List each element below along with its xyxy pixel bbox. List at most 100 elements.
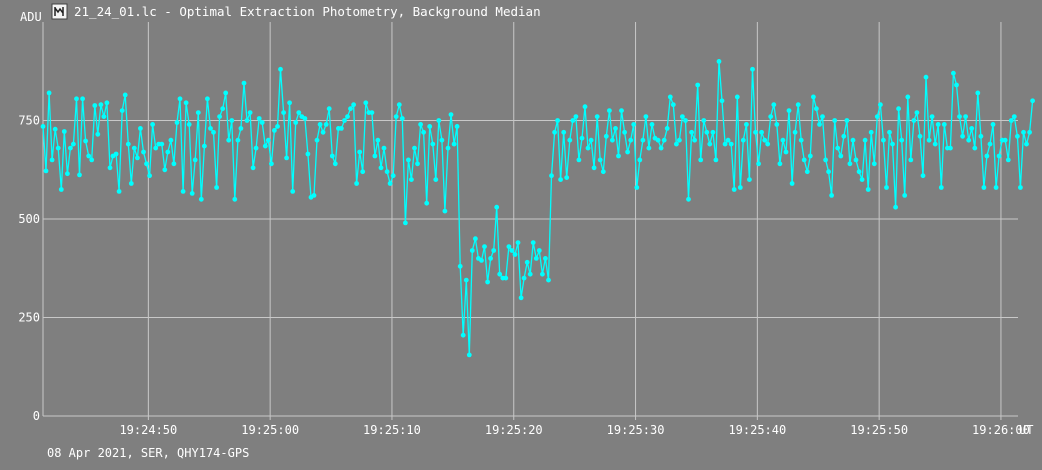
x-tick-label: 19:26:00 — [972, 423, 1030, 437]
data-point — [948, 145, 953, 151]
data-point — [536, 248, 542, 253]
x-tick-label: 19:25:10 — [363, 423, 421, 437]
data-point — [448, 112, 454, 117]
data-point — [442, 208, 448, 214]
x-tick-label: 19:25:20 — [485, 423, 543, 437]
series-line — [42, 61, 1034, 355]
data-point — [792, 129, 798, 135]
data-point — [275, 124, 280, 129]
data-point — [674, 141, 679, 147]
data-point — [628, 137, 634, 143]
data-point — [326, 106, 332, 112]
data-point — [488, 256, 493, 261]
data-point — [801, 157, 807, 163]
data-point — [247, 110, 253, 115]
data-point — [698, 157, 704, 163]
data-point — [868, 129, 874, 135]
data-point — [896, 106, 901, 112]
data-point — [695, 82, 701, 88]
data-point — [890, 141, 895, 147]
data-point — [375, 137, 381, 143]
data-point — [829, 193, 834, 198]
data-point — [826, 169, 831, 175]
app-icon[interactable] — [51, 3, 68, 20]
data-point — [323, 122, 329, 127]
data-point — [445, 145, 451, 151]
data-point — [765, 141, 771, 147]
data-point — [835, 145, 841, 151]
data-point — [670, 102, 676, 108]
data-point — [634, 185, 640, 190]
data-point — [497, 271, 503, 277]
data-point — [454, 124, 460, 129]
data-point — [594, 114, 600, 119]
data-point — [1027, 129, 1032, 135]
data-point — [357, 149, 363, 155]
axis-ticks: 0 250 500 750 19:24:50 19:25:00 19:25:10 19:25:… — [18, 114, 1030, 438]
data-point — [753, 129, 758, 135]
data-point — [811, 94, 816, 100]
data-point — [317, 122, 323, 127]
data-point — [911, 118, 917, 123]
y-tick-label: 0 — [33, 409, 40, 423]
data-point — [95, 131, 101, 137]
data-point — [241, 80, 247, 86]
data-point — [710, 129, 716, 135]
data-point — [677, 137, 682, 143]
data-point — [546, 277, 551, 283]
data-point — [871, 161, 877, 167]
data-point — [138, 125, 143, 131]
data-point — [728, 141, 734, 147]
data-point — [284, 155, 289, 161]
data-point — [932, 141, 938, 147]
x-tick-label: 19:24:50 — [119, 423, 177, 437]
data-point — [926, 137, 932, 143]
data-point — [503, 275, 509, 281]
data-point — [512, 252, 518, 257]
data-point — [923, 74, 929, 80]
data-point — [116, 189, 122, 194]
x-axis-label: UT — [1019, 423, 1033, 437]
data-point — [655, 137, 661, 143]
data-point — [719, 98, 725, 104]
data-point — [938, 185, 944, 190]
data-point — [951, 70, 956, 76]
data-point — [131, 145, 137, 151]
data-point — [777, 161, 783, 167]
data-point — [369, 110, 375, 115]
data-point — [393, 114, 399, 119]
data-point — [701, 118, 707, 123]
data-point — [238, 125, 244, 131]
data-point — [329, 153, 335, 159]
data-point — [71, 141, 76, 147]
data-point — [543, 256, 548, 261]
x-tick-label: 19:25:40 — [728, 423, 786, 437]
y-tick-label: 500 — [18, 212, 40, 226]
data-point — [981, 185, 987, 190]
data-point — [226, 137, 232, 143]
data-point — [737, 185, 743, 190]
data-point — [74, 96, 79, 102]
data-point — [570, 118, 576, 123]
data-point — [619, 108, 624, 113]
data-point — [345, 114, 350, 119]
data-point — [150, 122, 156, 127]
data-point — [165, 149, 171, 155]
data-point — [269, 161, 274, 167]
data-point — [1002, 137, 1008, 143]
data-point — [540, 271, 545, 277]
data-point — [40, 124, 46, 129]
data-point — [424, 200, 430, 206]
data-point — [762, 137, 768, 143]
data-point — [576, 157, 582, 163]
data-point — [832, 118, 838, 123]
data-point — [917, 133, 923, 139]
data-point — [220, 106, 226, 112]
data-point — [43, 168, 49, 174]
data-point — [689, 129, 694, 135]
data-point — [789, 181, 795, 186]
data-point — [281, 110, 286, 115]
data-point — [1015, 133, 1020, 139]
data-point — [506, 244, 512, 250]
data-point — [667, 94, 673, 100]
